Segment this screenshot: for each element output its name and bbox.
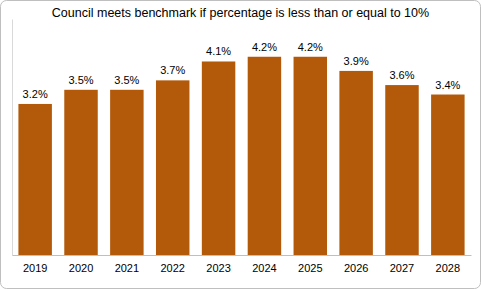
data-label: 4.2% (252, 41, 277, 53)
data-label: 3.6% (389, 69, 414, 81)
x-axis: 2019 2020 2021 2022 2023 2024 2025 2026 2027 2028 (13, 255, 472, 274)
bar (339, 71, 372, 255)
data-label: 3.5% (114, 74, 139, 86)
x-tick-label: 2025 (298, 262, 322, 274)
data-label: 3.5% (68, 74, 93, 86)
data-label: 3.4% (435, 79, 460, 91)
x-tick-label: 2026 (344, 262, 368, 274)
x-tick: 2026 (344, 255, 368, 274)
x-tick: 2027 (390, 255, 414, 274)
x-tick-label: 2028 (436, 262, 460, 274)
chart-border (1, 1, 481, 289)
data-label: 3.2% (23, 88, 48, 100)
x-tick: 2022 (160, 255, 184, 274)
title: Council meets benchmark if percentage is… (52, 6, 429, 20)
y-axis (12, 20, 13, 256)
x-tick-label: 2022 (160, 262, 184, 274)
bar (385, 85, 418, 255)
x-axis-line (13, 255, 472, 256)
x-tick: 2023 (206, 255, 230, 274)
x-tick: 2024 (252, 255, 276, 274)
bar (431, 95, 464, 255)
data-label: 3.9% (344, 55, 369, 67)
data-label: 4.1% (206, 45, 231, 57)
x-tick-label: 2021 (115, 262, 139, 274)
bar (156, 80, 189, 255)
x-tick-label: 2027 (390, 262, 414, 274)
x-tick-label: 2019 (23, 262, 47, 274)
x-tick: 2028 (436, 255, 460, 274)
x-tick-label: 2024 (252, 262, 276, 274)
bar (294, 57, 327, 255)
y-axis-line (12, 20, 13, 256)
bar (18, 104, 51, 255)
x-tick: 2021 (115, 255, 139, 274)
bar (110, 90, 143, 255)
x-tick: 2025 (298, 255, 322, 274)
data-label: 3.7% (160, 64, 185, 76)
data-labels: 3.2% 3.5% 3.5% 3.7% 4.1% 4.2% 4.2% 3.9% 3.6% 3.4% (23, 41, 461, 100)
bar (248, 57, 281, 255)
data-label: 4.2% (298, 41, 323, 53)
bar (202, 61, 235, 255)
chart: 2019 2020 2021 2022 2023 2024 2025 2026 2027 2028… (0, 0, 481, 289)
x-tick-label: 2020 (69, 262, 93, 274)
bars (18, 57, 464, 255)
plot-area: 2019 2020 2021 2022 2023 2024 2025 2026 2027 2028… (13, 20, 472, 274)
x-tick-label: 2023 (206, 262, 230, 274)
bar (64, 90, 97, 255)
x-tick: 2020 (69, 255, 93, 274)
x-tick: 2019 (23, 255, 47, 274)
